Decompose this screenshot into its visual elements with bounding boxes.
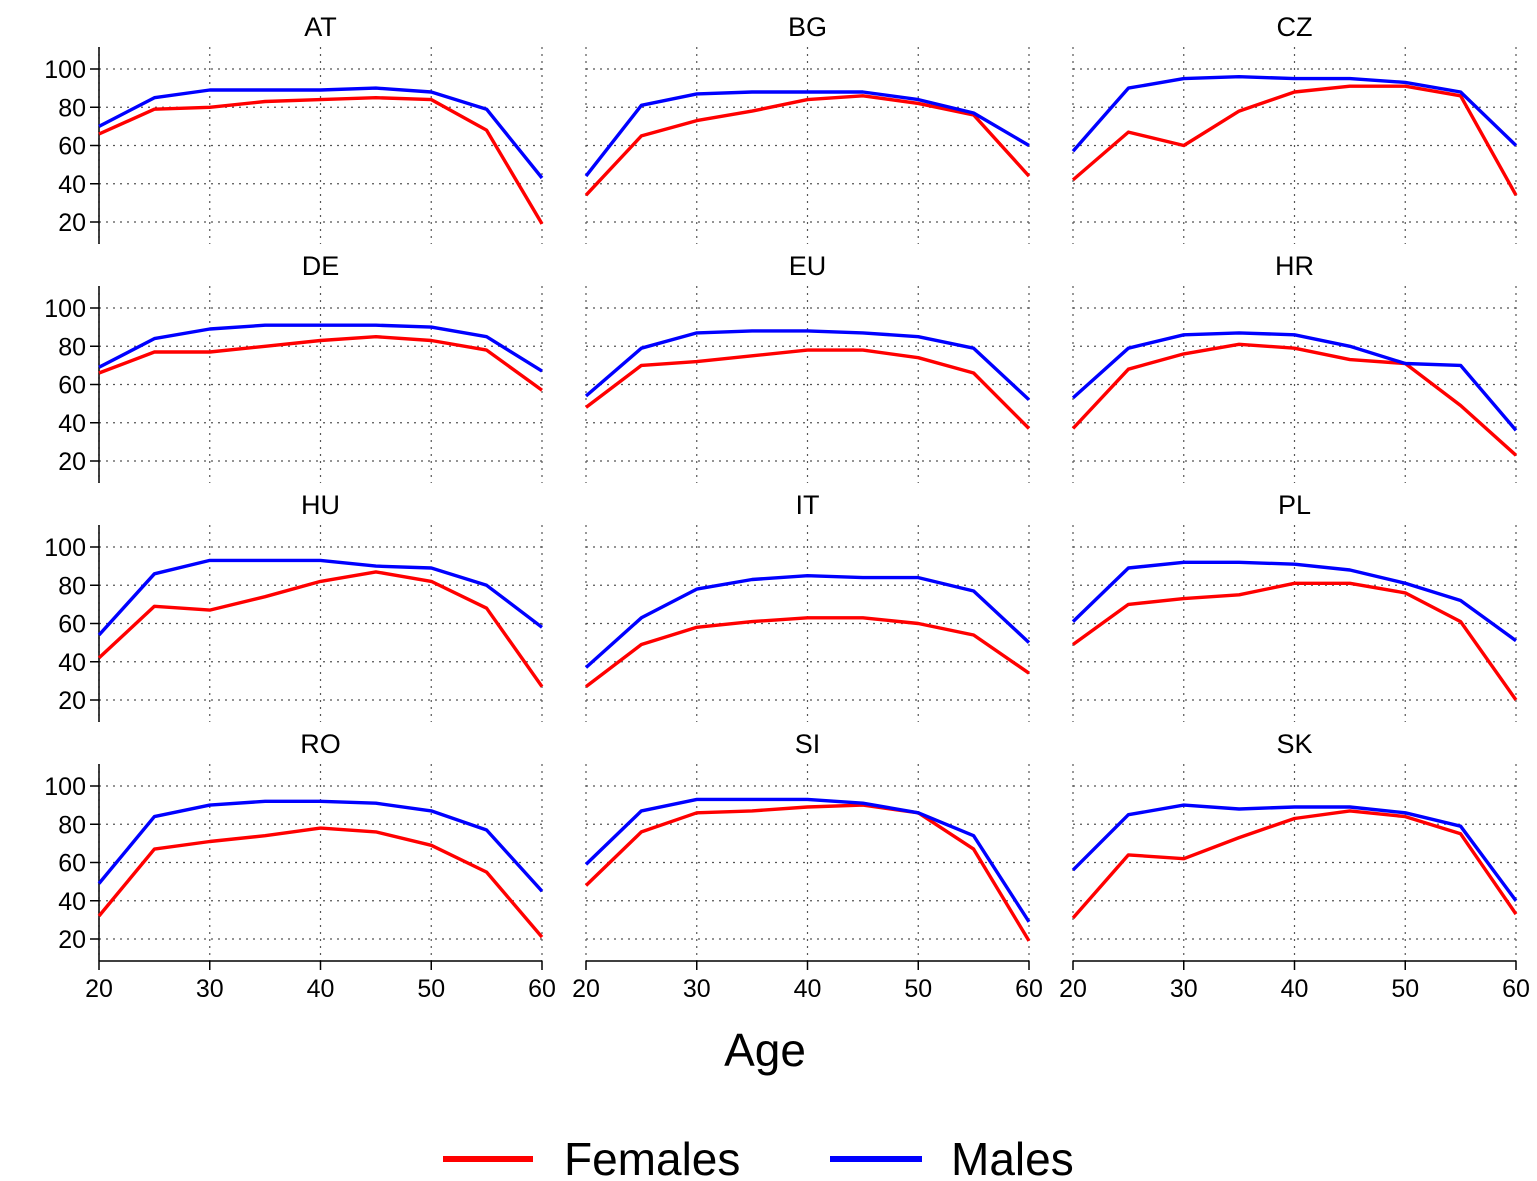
series-line-females	[1071, 809, 1518, 920]
y-tick-label: 80	[58, 94, 86, 122]
y-tick-label: 60	[58, 850, 86, 878]
panel-title: HU	[301, 490, 340, 520]
panel-si: SI	[584, 729, 1031, 961]
panel-title: PL	[1278, 490, 1311, 520]
x-tick-label: 30	[1170, 975, 1198, 1003]
series-line-males	[1071, 560, 1517, 643]
legend: Females Males	[443, 1133, 1074, 1181]
series-line-females	[584, 803, 1031, 942]
panel-bg: BG	[584, 12, 1031, 244]
series-line-females	[1071, 84, 1518, 197]
x-tick-label: 30	[196, 975, 224, 1003]
panel-title: HR	[1275, 251, 1314, 281]
x-tick-label: 50	[1391, 975, 1419, 1003]
panel-title: AT	[304, 12, 337, 42]
x-tick-label: 60	[1015, 975, 1043, 1003]
series-line-males	[1071, 803, 1518, 902]
series-line-males	[584, 797, 1031, 923]
panel-title: DE	[302, 251, 340, 281]
series-line-females	[97, 826, 544, 939]
y-tick-label: 40	[58, 171, 86, 199]
panel-sk: SK	[1071, 729, 1518, 961]
panel-title: SK	[1276, 729, 1312, 759]
legend-label-males: Males	[951, 1133, 1074, 1181]
panel-title: EU	[789, 251, 827, 281]
series-line-females	[1071, 342, 1518, 457]
y-tick-label: 80	[58, 333, 86, 361]
series-line-males	[1071, 74, 1518, 153]
x-axis-label: Age	[724, 1024, 806, 1076]
series-line-females	[584, 348, 1031, 430]
y-tick-label: 40	[58, 410, 86, 438]
panel-de: 20 40 60 80 100 DE	[44, 251, 543, 483]
y-tick-label: 100	[44, 773, 86, 801]
panel-hr: HR	[1071, 251, 1518, 483]
series-line-females	[584, 616, 1030, 688]
x-tick-label: 40	[307, 975, 335, 1003]
panel-title: BG	[788, 12, 827, 42]
series-line-females	[97, 570, 544, 688]
legend-label-females: Females	[564, 1133, 740, 1181]
y-tick-label: 100	[44, 295, 86, 323]
panel-title: RO	[300, 729, 341, 759]
y-tick-label: 20	[58, 448, 86, 476]
series-line-males	[1071, 331, 1518, 432]
x-tick-label: 20	[572, 975, 600, 1003]
y-tick-label: 60	[58, 133, 86, 161]
x-tick-label: 40	[1281, 975, 1309, 1003]
y-tick-label: 100	[44, 534, 86, 562]
series-line-males	[584, 329, 1031, 402]
series-line-females	[584, 94, 1031, 197]
x-axes: 20 30 40 50 60 20 30 40 50 60 20 30 40 50 60	[85, 960, 1530, 1003]
series-line-females	[1072, 581, 1518, 701]
series-line-males	[97, 558, 544, 637]
y-tick-label: 100	[44, 56, 86, 84]
y-tick-label: 40	[58, 888, 86, 916]
y-tick-label: 80	[58, 811, 86, 839]
series-line-males	[584, 90, 1030, 178]
y-tick-label: 20	[58, 687, 86, 715]
panel-pl: PL	[1071, 490, 1518, 722]
series-line-males	[98, 86, 544, 180]
x-tick-label: 20	[1059, 975, 1087, 1003]
y-tick-label: 60	[58, 372, 86, 400]
x-tick-label: 60	[1502, 975, 1530, 1003]
x-tick-label: 60	[528, 975, 556, 1003]
x-tick-label: 20	[85, 975, 113, 1003]
series-line-females	[98, 95, 544, 225]
series-line-males	[97, 799, 544, 893]
panel-it: IT	[584, 490, 1031, 722]
x-tick-label: 30	[683, 975, 711, 1003]
y-tick-label: 80	[58, 572, 86, 600]
panel-title: IT	[796, 490, 820, 520]
series-line-males	[584, 574, 1031, 669]
panel-eu: EU	[584, 251, 1031, 483]
panel-title: SI	[795, 729, 821, 759]
series-line-females	[98, 335, 543, 392]
panel-hu: 20 40 60 80 100 HU	[44, 490, 544, 722]
panel-cz: CZ	[1071, 12, 1518, 244]
y-tick-label: 20	[58, 926, 86, 954]
y-tick-label: 60	[58, 611, 86, 639]
y-tick-label: 40	[58, 649, 86, 677]
panel-at: 20 40 60 80 100 AT	[44, 12, 544, 244]
series-line-males	[98, 323, 543, 373]
x-tick-label: 40	[794, 975, 822, 1003]
chart-panels: 20 40 60 80 100 AT BG CZ 20 40 60 80 100 DE EU HR 20 40 60…	[44, 12, 1518, 961]
y-tick-label: 20	[58, 209, 86, 237]
x-tick-label: 50	[417, 975, 445, 1003]
panel-title: CZ	[1277, 12, 1313, 42]
x-tick-label: 50	[904, 975, 932, 1003]
panel-ro: 20 40 60 80 100 RO	[44, 729, 544, 961]
